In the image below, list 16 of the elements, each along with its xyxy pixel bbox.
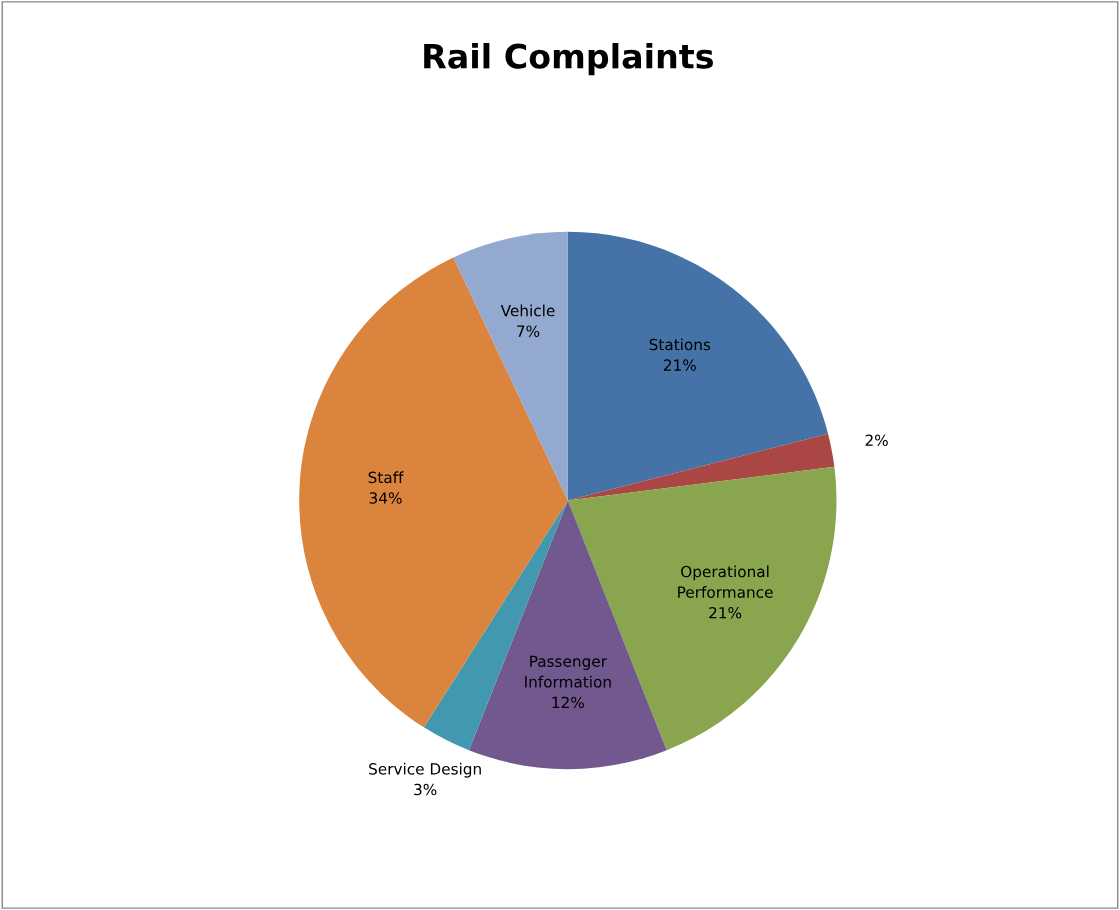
pie-slice xyxy=(567,231,829,501)
data-label: 3% xyxy=(414,783,437,796)
pie-slice xyxy=(453,231,568,501)
chart-title: Rail Complaints xyxy=(424,43,713,76)
slice-label: Service Design xyxy=(369,762,481,778)
data-label: 34% xyxy=(369,492,402,504)
data-label: 7% xyxy=(517,325,540,337)
data-label: 2% xyxy=(865,434,888,447)
slice-label: Vehicle xyxy=(500,304,555,317)
slice-label: Operational Performance xyxy=(678,565,773,598)
slice-label: Staff xyxy=(368,471,404,484)
slice-label: Passenger Information xyxy=(525,655,611,688)
slice-label: Stations xyxy=(649,338,711,351)
data-label: 12% xyxy=(552,696,584,709)
data-label: 21% xyxy=(663,359,696,371)
data-label: 21% xyxy=(709,606,742,619)
